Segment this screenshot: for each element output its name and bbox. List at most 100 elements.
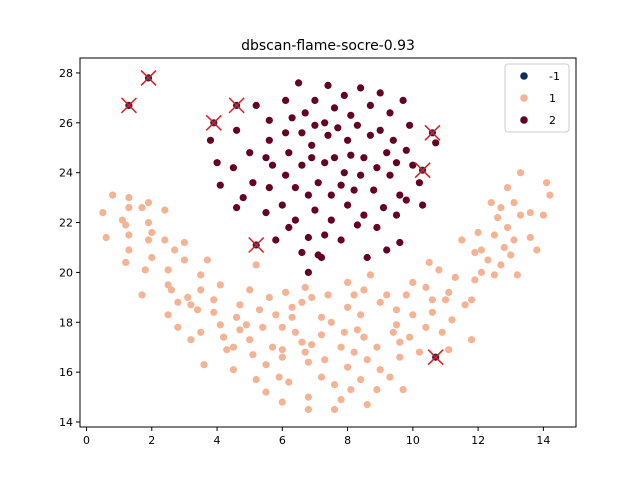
data-point	[363, 356, 371, 364]
outlier-x-stroke	[205, 114, 222, 131]
data-point	[490, 271, 498, 279]
data-point	[148, 228, 156, 237]
data-point	[340, 328, 348, 336]
outlier-x-marker	[414, 162, 431, 179]
data-point	[193, 306, 202, 314]
data-point	[503, 184, 512, 192]
data-point	[347, 111, 355, 119]
data-point	[497, 204, 505, 212]
data-point	[220, 333, 228, 341]
y-tick-label: 20	[59, 266, 73, 279]
data-point	[344, 278, 352, 286]
legend-box	[504, 63, 570, 133]
data-point	[379, 204, 388, 212]
outlier-x-stroke	[248, 236, 265, 254]
data-point	[409, 161, 417, 169]
data-point	[546, 191, 554, 199]
data-point	[262, 154, 270, 162]
data-point	[406, 333, 414, 341]
data-point	[360, 286, 368, 294]
data-point	[206, 136, 215, 144]
data-point	[376, 298, 384, 306]
data-point	[265, 184, 273, 192]
data-point	[490, 231, 498, 239]
data-point	[357, 84, 365, 92]
data-point	[497, 261, 505, 269]
data-point	[399, 386, 407, 394]
legend-label: 2	[549, 114, 556, 127]
data-point	[252, 376, 260, 384]
x-tick-label: 4	[214, 434, 221, 447]
data-point	[317, 313, 326, 321]
data-point	[422, 283, 430, 291]
data-point	[278, 201, 286, 209]
data-point	[138, 204, 146, 212]
data-point	[144, 199, 153, 207]
data-point	[334, 124, 342, 132]
data-point	[337, 181, 345, 189]
data-point	[321, 231, 329, 239]
data-point	[282, 129, 290, 137]
data-point	[461, 301, 469, 309]
data-point	[330, 405, 339, 414]
data-point	[360, 333, 368, 341]
data-point	[278, 346, 286, 354]
data-point	[363, 253, 371, 262]
data-point	[304, 191, 312, 199]
data-point	[298, 161, 306, 169]
data-point	[344, 201, 352, 209]
outlier-x-stroke	[120, 97, 137, 114]
data-point	[197, 328, 205, 336]
data-point	[441, 296, 450, 304]
data-point	[409, 278, 417, 286]
data-point	[402, 196, 410, 204]
data-point	[321, 119, 329, 127]
data-point	[210, 296, 218, 304]
data-point	[327, 191, 335, 199]
data-point	[265, 293, 273, 301]
outlier-x-stroke	[140, 69, 157, 86]
data-point	[197, 271, 205, 279]
data-point	[122, 258, 130, 266]
data-point	[516, 169, 525, 177]
data-point	[383, 246, 391, 254]
outlier-x-marker	[228, 97, 245, 114]
data-point	[268, 161, 277, 169]
data-point	[353, 121, 361, 129]
data-point	[458, 236, 466, 244]
data-point	[471, 248, 479, 257]
data-point	[252, 101, 260, 109]
data-point	[285, 378, 293, 386]
data-point	[304, 405, 312, 414]
data-point	[327, 216, 335, 224]
data-point	[539, 211, 548, 219]
outlier-x-marker	[120, 97, 137, 114]
data-point	[415, 179, 423, 187]
outlier-x-marker	[140, 69, 157, 86]
outlier-x-marker	[248, 236, 265, 254]
data-point	[125, 204, 133, 212]
data-point	[144, 236, 153, 244]
data-point	[291, 184, 299, 192]
data-point	[236, 301, 244, 309]
data-point	[392, 211, 401, 219]
data-point	[510, 199, 518, 207]
data-point	[360, 211, 368, 219]
data-point	[102, 233, 110, 242]
data-point	[288, 313, 296, 321]
data-point	[233, 313, 241, 321]
data-point	[484, 256, 492, 264]
data-point	[249, 179, 257, 187]
data-point	[171, 246, 179, 254]
data-point	[317, 253, 326, 262]
legend-marker	[520, 72, 528, 80]
data-point	[282, 288, 290, 296]
data-point	[373, 164, 381, 172]
data-point	[373, 343, 381, 351]
data-point	[510, 236, 518, 244]
data-point	[347, 151, 355, 159]
data-point	[200, 361, 208, 369]
data-point	[406, 121, 414, 129]
data-point	[357, 311, 365, 319]
